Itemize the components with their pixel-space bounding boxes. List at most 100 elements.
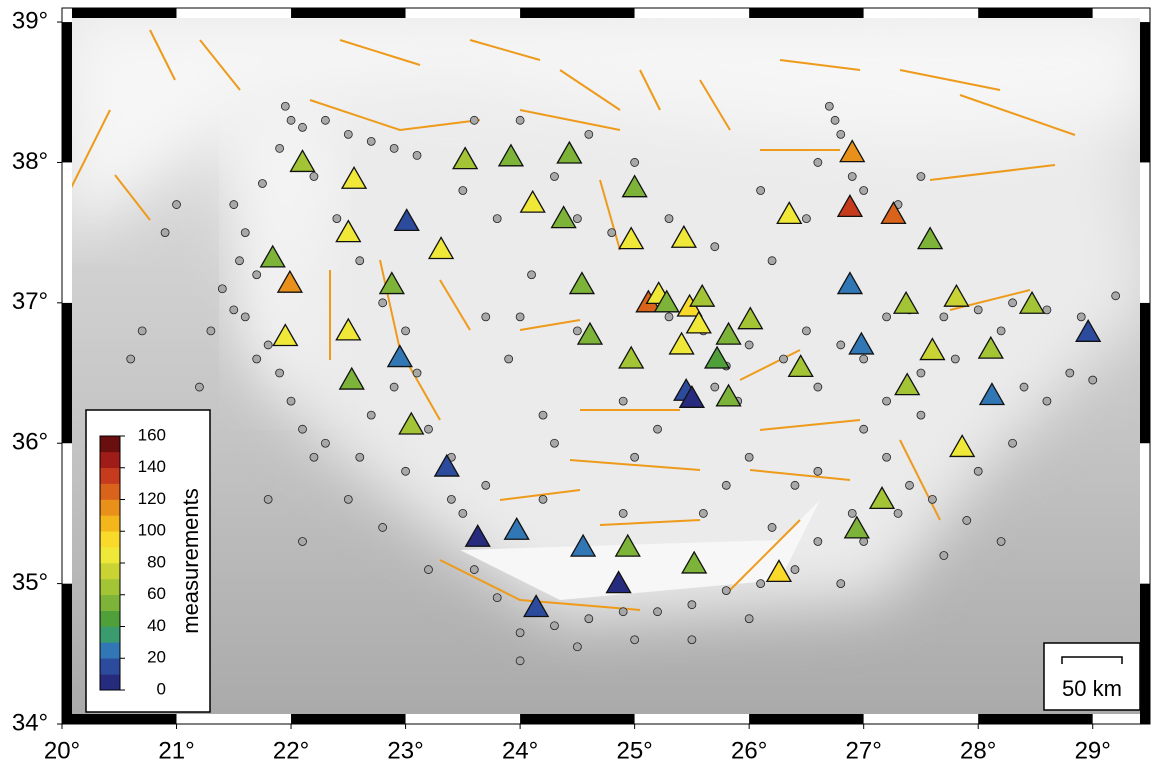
y-tick-label: 35° — [12, 569, 48, 596]
colorbar-swatch — [100, 547, 120, 563]
earthquake — [379, 299, 387, 307]
colorbar-swatch — [100, 468, 120, 484]
earthquake — [997, 537, 1005, 545]
earthquake — [447, 495, 455, 503]
frame-band — [520, 8, 635, 18]
earthquake — [883, 397, 891, 405]
earthquake — [253, 271, 261, 279]
earthquake — [493, 594, 501, 602]
colorbar-tick-label: 60 — [147, 584, 166, 603]
x-tick-label: 23° — [387, 737, 423, 764]
frame-band — [177, 714, 292, 724]
y-tick-label: 37° — [12, 288, 48, 315]
x-tick-label: 26° — [731, 737, 767, 764]
earthquake — [963, 516, 971, 524]
frame-band — [1140, 162, 1150, 302]
earthquake — [860, 355, 868, 363]
earthquake — [1077, 313, 1085, 321]
earthquake — [974, 306, 982, 314]
earthquake — [757, 187, 765, 195]
earthquake — [688, 636, 696, 644]
earthquake — [516, 657, 524, 665]
earthquake — [333, 215, 341, 223]
earthquake — [207, 327, 215, 335]
earthquake — [928, 495, 936, 503]
colorbar-label: measurements — [178, 488, 203, 634]
colorbar-swatch — [100, 484, 120, 500]
earthquake — [379, 523, 387, 531]
earthquake — [860, 187, 868, 195]
frame-band — [62, 303, 72, 443]
scale-bar-label: 50 km — [1062, 676, 1122, 701]
colorbar-tick-label: 140 — [138, 457, 166, 476]
earthquake — [917, 411, 925, 419]
earthquake — [258, 179, 266, 187]
y-tick-label: 34° — [12, 709, 48, 736]
earthquake — [860, 425, 868, 433]
frame-band — [291, 714, 406, 724]
colorbar-swatch — [100, 563, 120, 579]
earthquake — [619, 509, 627, 517]
earthquake — [218, 285, 226, 293]
earthquake — [814, 158, 822, 166]
earthquake — [860, 537, 868, 545]
earthquake — [1009, 299, 1017, 307]
earthquake — [654, 425, 662, 433]
x-tick-label: 22° — [273, 737, 309, 764]
earthquake — [321, 439, 329, 447]
earthquake — [459, 509, 467, 517]
earthquake — [608, 229, 616, 237]
frame-band — [177, 8, 292, 18]
earthquake — [276, 144, 284, 152]
colorbar-tick-label: 100 — [138, 521, 166, 540]
earthquake — [138, 327, 146, 335]
earthquake — [299, 537, 307, 545]
earthquake — [1043, 397, 1051, 405]
earthquake — [459, 187, 467, 195]
frame-band — [62, 443, 72, 583]
x-tick-label: 25° — [616, 737, 652, 764]
earthquake — [310, 453, 318, 461]
y-tick-label: 39° — [12, 7, 48, 34]
earthquake — [195, 383, 203, 391]
earthquake — [825, 102, 833, 110]
earthquake — [264, 495, 272, 503]
earthquake — [883, 453, 891, 461]
earthquake — [585, 615, 593, 623]
earthquake — [745, 615, 753, 623]
earthquake — [482, 313, 490, 321]
earthquake — [1009, 439, 1017, 447]
earthquake — [837, 341, 845, 349]
earthquake — [528, 271, 536, 279]
y-tick-label: 38° — [12, 148, 48, 175]
earthquake — [940, 313, 948, 321]
earthquake — [470, 116, 478, 124]
earthquake — [711, 243, 719, 251]
earthquake — [287, 116, 295, 124]
earthquake — [344, 495, 352, 503]
earthquake — [573, 643, 581, 651]
earthquake — [390, 144, 398, 152]
earthquake — [831, 116, 839, 124]
x-tick-label: 27° — [846, 737, 882, 764]
frame-band — [864, 714, 979, 724]
colorbar-tick-label: 20 — [147, 648, 166, 667]
frame-band — [749, 8, 864, 18]
colorbar-swatch — [100, 452, 120, 468]
earthquake — [230, 306, 238, 314]
earthquake — [848, 509, 856, 517]
earthquake — [745, 341, 753, 349]
colorbar-tick-label: 0 — [157, 679, 166, 698]
frame-band — [749, 714, 864, 724]
earthquake — [539, 495, 547, 503]
earthquake — [287, 397, 295, 405]
x-tick-label: 20° — [44, 737, 80, 764]
earthquake — [516, 313, 524, 321]
earthquake — [482, 481, 490, 489]
earthquake — [550, 439, 558, 447]
frame-band — [1140, 443, 1150, 583]
basemap — [60, 8, 1150, 724]
earthquake — [550, 622, 558, 630]
colorbar-swatch — [100, 500, 120, 516]
earthquake — [550, 172, 558, 180]
